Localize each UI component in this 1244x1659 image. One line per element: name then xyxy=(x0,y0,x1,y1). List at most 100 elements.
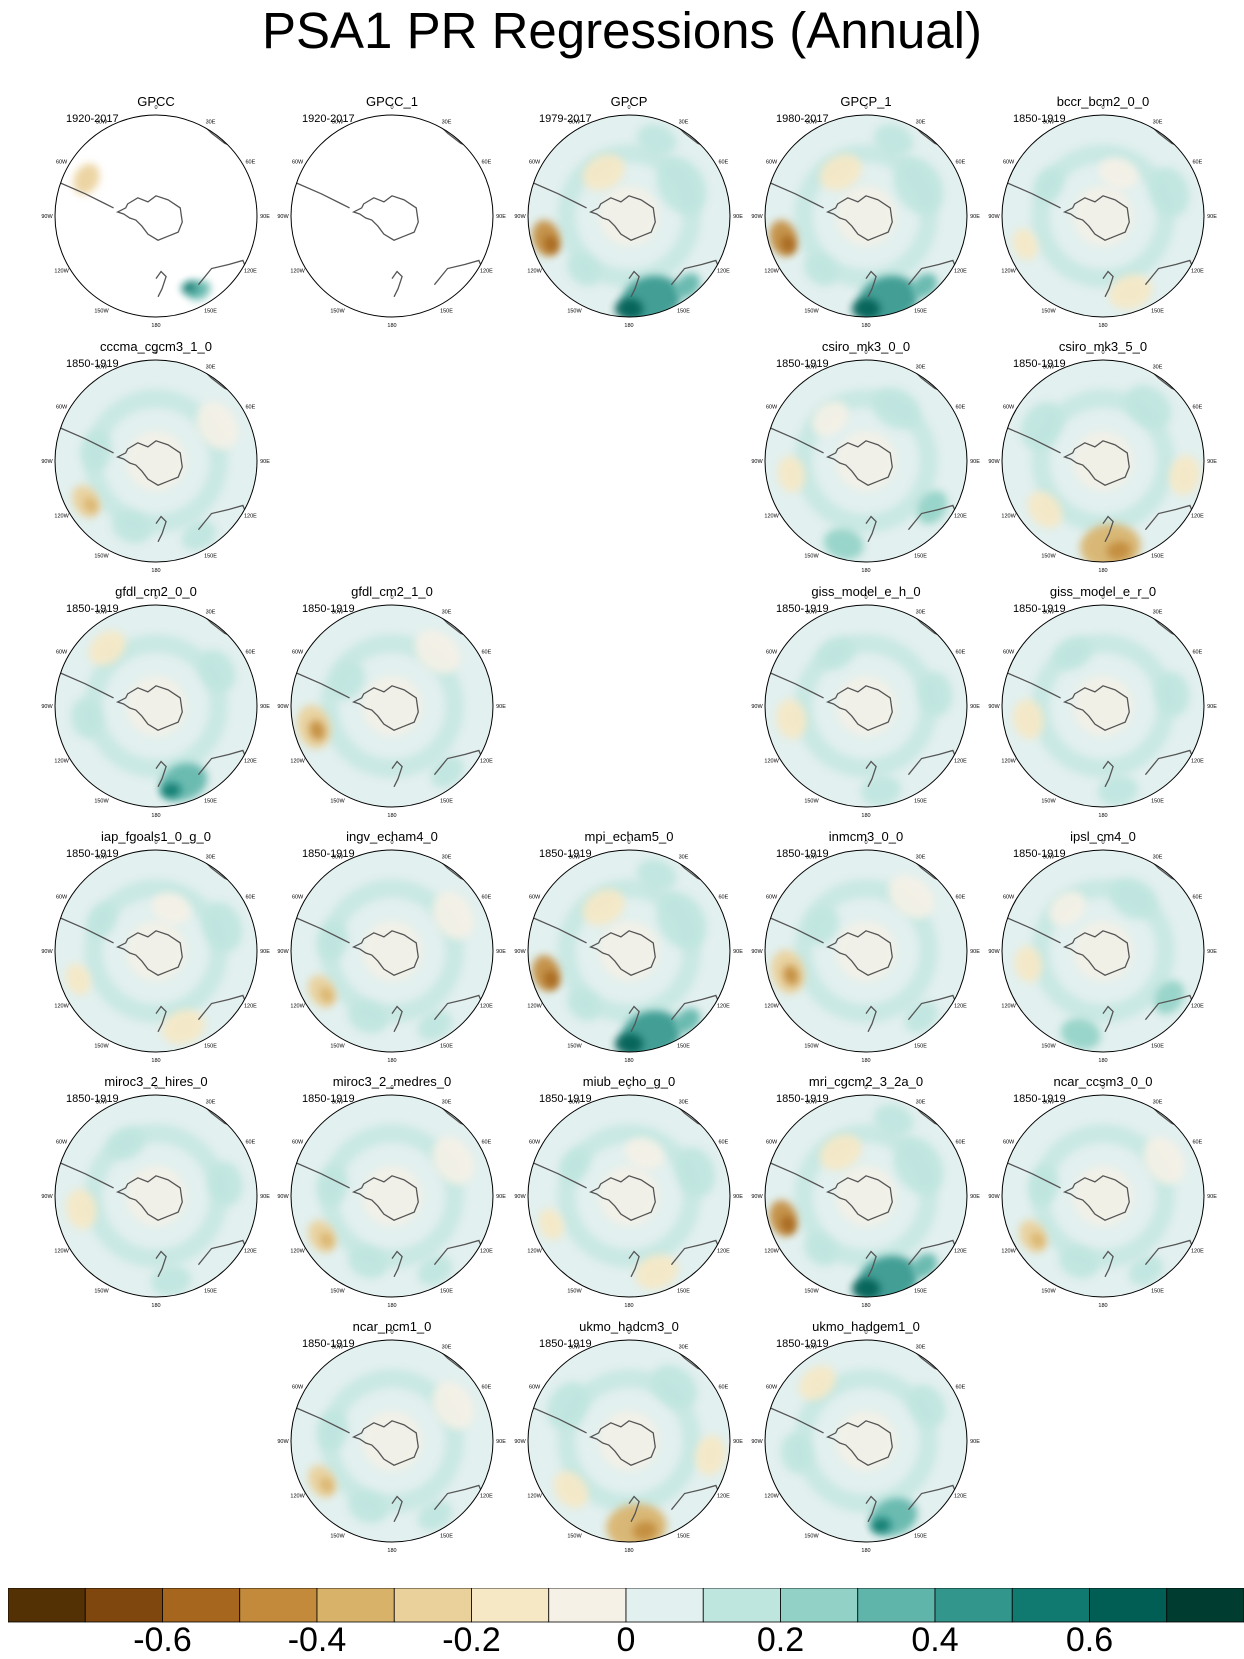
lon-tick-label: 180 xyxy=(387,1058,396,1064)
lon-tick-label: 60W xyxy=(56,160,68,166)
lon-tick-label: 150W xyxy=(330,1288,345,1294)
colorbar-swatch xyxy=(1166,1588,1244,1623)
panel-title: GPCC_1 xyxy=(365,94,419,109)
lon-tick-label: 0 xyxy=(154,840,157,846)
lon-tick-label: 150W xyxy=(1041,798,1056,804)
lon-tick-label: 0 xyxy=(390,1085,393,1091)
panel-title: GPCC xyxy=(137,94,175,109)
lon-tick-label: 180 xyxy=(624,1303,633,1309)
panel-period: 1850-1919 xyxy=(1013,848,1066,860)
lon-tick-label: 150W xyxy=(330,1533,345,1539)
lon-tick-label: 60E xyxy=(481,650,491,656)
lon-tick-label: 0 xyxy=(390,1330,393,1336)
lon-tick-label: 30W xyxy=(1043,855,1055,861)
chart-title: PSA1 PR Regressions (Annual) xyxy=(261,2,982,59)
lon-tick-label: 90W xyxy=(514,949,526,955)
lon-tick-label: 30W xyxy=(96,610,108,616)
lon-tick-label: 180 xyxy=(387,323,396,329)
lon-tick-label: 90W xyxy=(988,214,1000,220)
lon-tick-label: 60E xyxy=(718,1385,728,1391)
lon-tick-label: 90E xyxy=(260,949,270,955)
panel-period: 1850-1919 xyxy=(1013,113,1066,125)
panel-period: 1850-1919 xyxy=(302,848,355,860)
lon-tick-label: 120E xyxy=(244,269,257,275)
panel-period: 1850-1919 xyxy=(539,1093,592,1105)
lon-tick-label: 60E xyxy=(955,1140,965,1146)
lon-tick-label: 120W xyxy=(527,1249,542,1255)
panel-title: ingv_echam4_0 xyxy=(346,829,438,844)
lon-tick-label: 150E xyxy=(204,553,217,559)
polar-map: 0 30E 60E 90E 120E 150E 180 150W 120W 90W 60W 30W xyxy=(514,1085,743,1309)
lon-tick-label: 90E xyxy=(260,459,270,465)
colorbar-swatch xyxy=(84,1588,163,1623)
lon-tick-label: 0 xyxy=(627,840,630,846)
lon-tick-label: 150W xyxy=(804,1288,819,1294)
lon-tick-label: 30W xyxy=(569,120,581,126)
lon-tick-label: 180 xyxy=(151,323,160,329)
panel-period: 1850-1919 xyxy=(539,1338,592,1350)
colorbar-tick-label: -0.2 xyxy=(442,1621,501,1659)
lon-tick-label: 180 xyxy=(151,1303,160,1309)
polar-map: 0 30E 60E 90E 120E 150E 180 150W 120W 90W 60W 30W xyxy=(277,1085,506,1309)
map-panel-GPCC_1: 0 30E 60E 90E 120E 150E 180 150W 120W 90W 60W 30W GP… xyxy=(274,94,510,330)
panel-title: ncar_ccsm3_0_0 xyxy=(1053,1074,1153,1089)
polar-map: 0 30E 60E 90E 120E 150E 180 150W 120W 90W 60W 30W xyxy=(514,1330,743,1554)
lon-tick-label: 120E xyxy=(954,514,967,520)
lon-tick-label: 180 xyxy=(1098,813,1107,819)
lon-tick-label: 90E xyxy=(1207,214,1217,220)
panel-title: iap_fgoals1_0_g_0 xyxy=(101,829,211,844)
lon-tick-label: 150E xyxy=(914,308,927,314)
lon-tick-label: 60W xyxy=(529,1385,541,1391)
lon-tick-label: 150W xyxy=(804,1533,819,1539)
lon-tick-label: 60W xyxy=(766,1385,778,1391)
lon-tick-label: 90W xyxy=(988,949,1000,955)
lon-tick-label: 90W xyxy=(751,949,763,955)
panel-title: giss_model_e_h_0 xyxy=(811,584,921,599)
lon-tick-label: 0 xyxy=(390,840,393,846)
lon-tick-label: 60W xyxy=(1003,1140,1015,1146)
lon-tick-label: 60E xyxy=(955,405,965,411)
colorbar-tick-label: 0 xyxy=(616,1621,636,1659)
lon-tick-label: 30W xyxy=(332,1345,344,1351)
lon-tick-label: 30W xyxy=(96,855,108,861)
panel-title: miroc3_2_hires_0 xyxy=(104,1074,208,1089)
lon-tick-label: 120E xyxy=(480,1249,493,1255)
lon-tick-label: 30W xyxy=(96,1100,108,1106)
lon-tick-label: 120E xyxy=(244,514,257,520)
lon-tick-label: 30W xyxy=(1043,120,1055,126)
lon-tick-label: 30W xyxy=(569,1345,581,1351)
lon-tick-label: 120E xyxy=(1191,1249,1204,1255)
lon-tick-label: 90W xyxy=(277,1194,289,1200)
lon-tick-label: 0 xyxy=(1101,350,1104,356)
lon-tick-label: 90W xyxy=(277,704,289,710)
colorbar-swatch xyxy=(548,1588,627,1623)
lon-tick-label: 60E xyxy=(481,895,491,901)
lon-tick-label: 90W xyxy=(277,949,289,955)
lon-tick-label: 0 xyxy=(154,1085,157,1091)
map-panel-inmcm3_0_0: 0 30E 60E 90E 120E 150E 180 150W 120W 90W 60W 30W in… xyxy=(748,829,984,1065)
map-panel-csiro_mk3_0_0: 0 30E 60E 90E 120E 150E 180 150W 120W 90W 60W 30W cs… xyxy=(748,339,984,575)
colorbar-swatch xyxy=(934,1588,1013,1623)
lon-tick-label: 150W xyxy=(1041,553,1056,559)
lon-tick-label: 120E xyxy=(954,1249,967,1255)
lon-tick-label: 90W xyxy=(751,459,763,465)
lon-tick-label: 90W xyxy=(751,1439,763,1445)
colorbar-swatch xyxy=(8,1588,86,1623)
polar-map: 0 30E 60E 90E 120E 150E 180 150W 120W 90W 60W 30W xyxy=(751,840,980,1064)
lon-tick-label: 60E xyxy=(1192,650,1202,656)
lon-tick-label: 30E xyxy=(916,610,926,616)
lon-tick-label: 60E xyxy=(955,895,965,901)
lon-tick-label: 0 xyxy=(864,105,867,111)
lon-tick-label: 30E xyxy=(206,1100,216,1106)
lon-tick-label: 90E xyxy=(1207,949,1217,955)
lon-tick-label: 30W xyxy=(806,610,818,616)
lon-tick-label: 60E xyxy=(955,160,965,166)
lon-tick-label: 120E xyxy=(717,269,730,275)
lon-tick-label: 150E xyxy=(440,308,453,314)
lon-tick-label: 150W xyxy=(567,1288,582,1294)
lon-tick-label: 30E xyxy=(206,365,216,371)
lon-tick-label: 150W xyxy=(804,798,819,804)
polar-map: 0 30E 60E 90E 120E 150E 180 150W 120W 90W 60W 30W xyxy=(751,1330,980,1554)
panel-period: 1850-1919 xyxy=(66,358,119,370)
lon-tick-label: 30E xyxy=(916,1100,926,1106)
